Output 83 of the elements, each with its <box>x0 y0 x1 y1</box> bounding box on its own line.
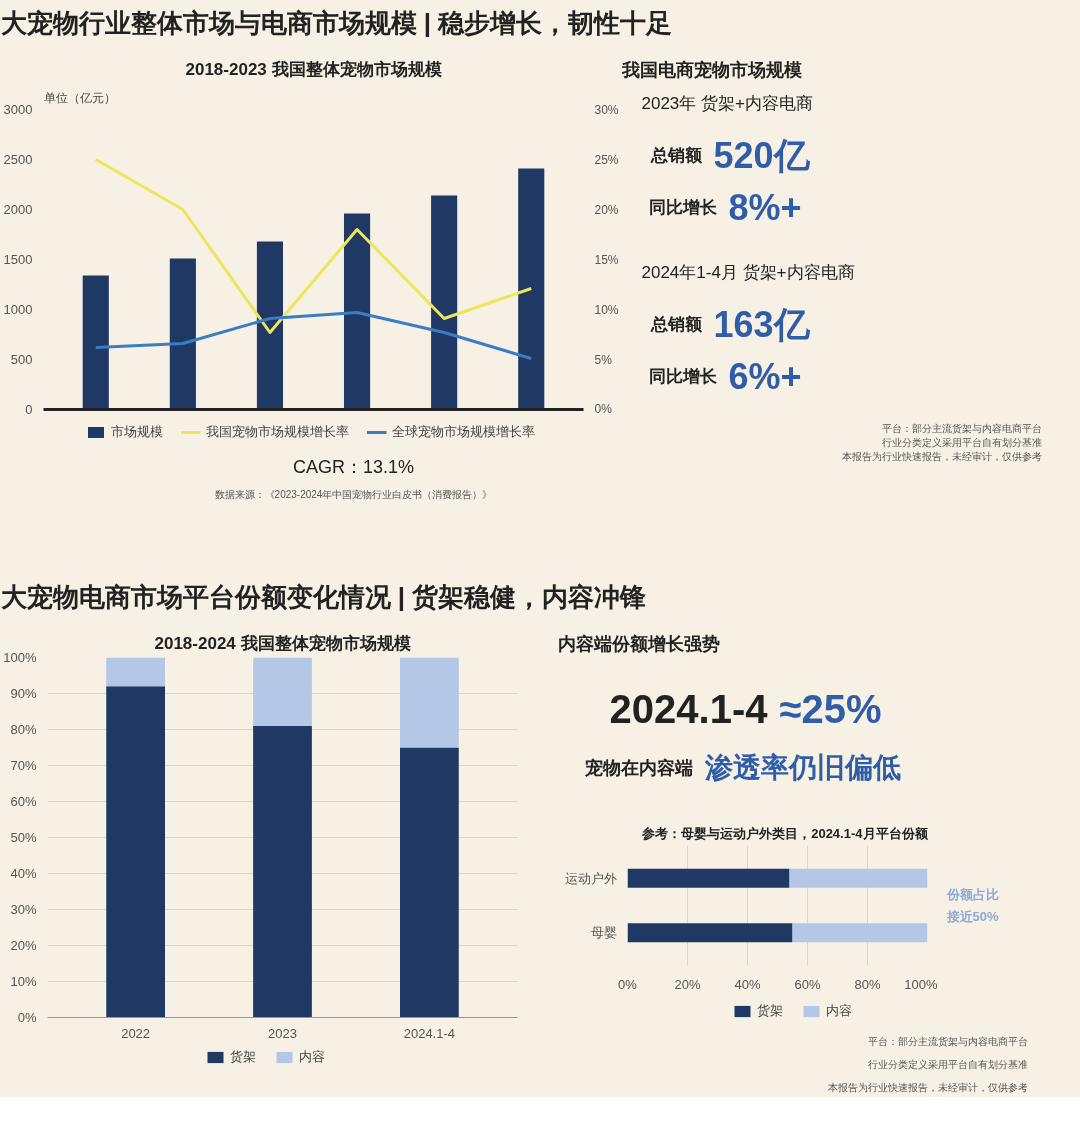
legend-label: 货架 <box>757 1002 783 1020</box>
source-note: 数据来源：《2023-2024年中国宠物行业白皮书（消费报告）》 <box>214 488 493 500</box>
x-tick-label: 2024.1-4 <box>403 1025 456 1041</box>
line-series <box>94 158 533 334</box>
text: 平台：部分主流货架与内容电商平台 <box>867 1035 1028 1047</box>
text: 总销额 163亿 <box>649 304 811 346</box>
chart-title: 2018-2024 我国整体宠物市场规模 <box>154 633 411 653</box>
y-tick-label: 50% <box>10 830 37 845</box>
text: 宠物在内容端 渗透率仍旧偏低 <box>583 752 901 784</box>
bar <box>792 923 928 943</box>
bar <box>789 868 928 888</box>
x-tick-label: 100% <box>904 976 938 992</box>
text: 本报告为行业快速报告，未经审计，仅供参考 <box>841 451 1042 463</box>
y-tick-label: 80% <box>10 722 37 737</box>
text: 总销额 520亿 <box>649 134 811 176</box>
bar <box>343 213 371 410</box>
bar <box>400 747 459 1018</box>
bar <box>627 923 793 943</box>
text: 同比增长 6%+ <box>648 356 802 398</box>
legend-label: 内容 <box>299 1048 325 1066</box>
line-series <box>94 311 533 360</box>
y2-tick-label: 5% <box>594 352 613 367</box>
text: 2024年1-4月 货架+内容电商 <box>641 263 855 283</box>
bar <box>253 725 312 1018</box>
x-tick-label: 0% <box>618 976 638 992</box>
x-tick-label: 2023 <box>268 1025 297 1041</box>
bar <box>106 657 165 687</box>
x-tick-label: 60% <box>794 976 821 992</box>
x-tick-label: 2022 <box>121 1025 151 1041</box>
y-tick-label: 运动户外 <box>564 870 617 886</box>
legend-label: 货架 <box>230 1048 256 1066</box>
y-tick-label: 100% <box>3 650 37 665</box>
text: 我国电商宠物市场规模 <box>620 59 802 80</box>
y-tick-label: 1500 <box>3 252 33 267</box>
text: 平台：部分主流货架与内容电商平台 <box>881 422 1042 434</box>
y-tick-label: 0 <box>25 402 33 417</box>
y-tick-label: 3000 <box>3 102 33 117</box>
chart-title: 2018-2023 我国整体宠物市场规模 <box>185 59 442 79</box>
y-tick-label: 10% <box>10 974 37 989</box>
text: 2023年 货架+内容电商 <box>641 93 813 113</box>
y-tick-label: 1000 <box>3 302 33 317</box>
text: 行业分类定义采用平台自有划分基准 <box>867 1058 1028 1070</box>
bar <box>627 868 790 888</box>
text: 行业分类定义采用平台自有划分基准 <box>881 437 1042 449</box>
bar <box>253 657 312 726</box>
text: 内容端份额增长强势 <box>557 633 720 654</box>
text: 接近50% <box>945 908 999 924</box>
y-tick-label: 60% <box>10 794 37 809</box>
y-tick-label: 70% <box>10 758 37 773</box>
x-tick-label: 40% <box>734 976 761 992</box>
y-tick-label: 20% <box>10 938 37 953</box>
y-tick-label: 2500 <box>3 152 33 167</box>
y-axis-title: 单位（亿元） <box>43 90 116 105</box>
y-tick-label: 0% <box>17 1010 37 1025</box>
text: 份额占比 <box>945 887 999 903</box>
y-tick-label: 母婴 <box>590 925 617 941</box>
bar <box>256 241 284 410</box>
bar <box>106 686 165 1018</box>
y2-tick-label: 25% <box>594 152 619 167</box>
y-tick-label: 40% <box>10 866 37 881</box>
bar <box>518 168 545 410</box>
y-tick-label: 500 <box>10 352 33 367</box>
chart-title: 参考：母婴与运动户外类目，2024.1-4月平台份额 <box>641 825 929 841</box>
x-tick-label: 20% <box>674 976 701 992</box>
y-tick-label: 30% <box>10 902 37 917</box>
text: 大宠物电商市场平台份额变化情况 | 货架稳健，内容冲锋 <box>0 581 647 612</box>
bar <box>431 195 458 410</box>
text: CAGR：13.1% <box>292 456 415 477</box>
text: 同比增长 8%+ <box>648 186 802 228</box>
bar <box>169 258 196 410</box>
legend-label: 市场规模 <box>110 423 163 441</box>
text: 本报告为行业快速报告，未经审计，仅供参考 <box>827 1081 1028 1093</box>
x-tick-label: 80% <box>854 976 881 992</box>
legend-label: 内容 <box>826 1002 852 1020</box>
bar <box>82 275 109 410</box>
y-tick-label: 2000 <box>3 202 33 217</box>
y-tick-label: 90% <box>10 686 37 701</box>
legend-label: 全球宠物市场规模增长率 <box>391 423 535 441</box>
bar <box>400 657 459 748</box>
text: 2024.1-4 ≈25% <box>609 687 882 732</box>
legend-label: 我国宠物市场规模增长率 <box>205 423 349 441</box>
text: 大宠物行业整体市场与电商市场规模 | 稳步增长，韧性十足 <box>0 7 673 38</box>
y2-tick-label: 15% <box>594 252 619 267</box>
